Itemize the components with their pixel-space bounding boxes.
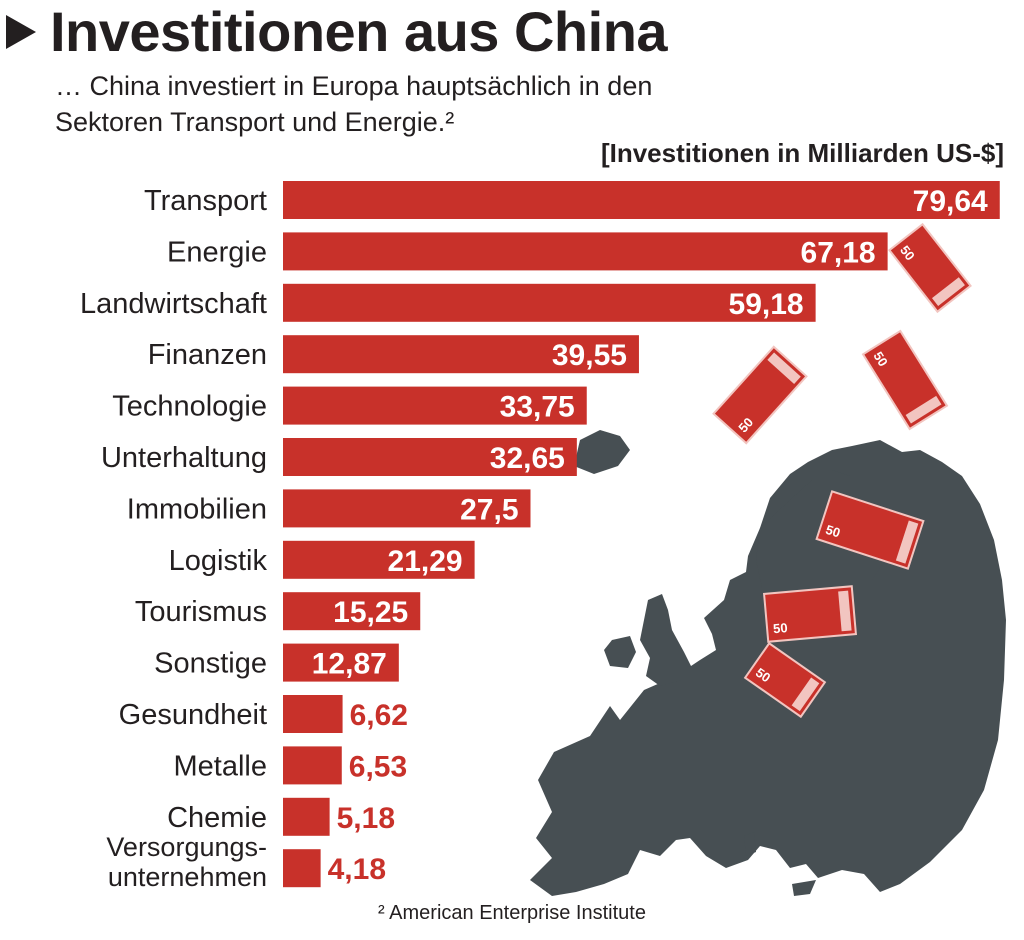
ireland-shape bbox=[604, 636, 636, 668]
bar-7 bbox=[283, 540, 475, 579]
banknote-value-5: 50 bbox=[753, 665, 773, 686]
banknote-body-3 bbox=[815, 490, 925, 570]
category-label-10: Gesundheit bbox=[119, 699, 267, 731]
banknote-2: 50 bbox=[861, 329, 949, 431]
category-label-2: Landwirtschaft bbox=[80, 288, 267, 320]
category-label-6: Immobilien bbox=[127, 493, 267, 525]
bar-10 bbox=[283, 695, 343, 733]
value-label-0: 79,64 bbox=[913, 185, 988, 218]
value-label-12: 5,18 bbox=[337, 802, 395, 835]
banknotes-decoration: 50 50 50 50 50 50 bbox=[712, 222, 972, 719]
bar-5 bbox=[283, 438, 577, 476]
category-label-0: Transport bbox=[144, 185, 267, 217]
source-note: ² American Enterprise Institute bbox=[378, 902, 646, 924]
banknote-0: 50 bbox=[888, 222, 972, 314]
value-label-4: 33,75 bbox=[500, 391, 575, 424]
banknote-value-2: 50 bbox=[870, 349, 890, 369]
banknote-1: 50 bbox=[712, 345, 808, 445]
banknote-stripe-3 bbox=[895, 520, 919, 564]
value-label-9: 12,87 bbox=[312, 648, 387, 681]
banknote-4: 50 bbox=[762, 585, 858, 643]
category-label-9: Sonstige bbox=[154, 648, 267, 680]
bar-9 bbox=[283, 643, 399, 682]
bar-2 bbox=[283, 283, 816, 322]
banknote-body-0 bbox=[888, 222, 972, 314]
title-row: Investitionen aus China bbox=[6, 0, 668, 64]
banknote-body-2 bbox=[861, 329, 949, 431]
bar-6 bbox=[283, 489, 531, 528]
chart-subtitle: … China investiert in Europa hauptsächli… bbox=[55, 68, 815, 140]
banknote-stripe-0 bbox=[931, 277, 965, 307]
banknote-3: 50 bbox=[815, 490, 925, 570]
category-label-3: Finanzen bbox=[148, 339, 267, 371]
great-britain-shape bbox=[640, 594, 694, 686]
bar-13 bbox=[283, 849, 321, 888]
banknote-stripe-2 bbox=[905, 395, 942, 424]
value-labels: 79,64 67,18 59,18 39,55 33,75 32,65 27,5 21,29 1… bbox=[312, 185, 988, 886]
bar-8 bbox=[283, 592, 421, 631]
category-label-12: Chemie bbox=[167, 802, 267, 834]
category-label-1: Energie bbox=[167, 236, 267, 268]
value-label-7: 21,29 bbox=[388, 545, 463, 578]
value-label-11: 6,53 bbox=[349, 750, 407, 783]
iceland-shape bbox=[574, 430, 630, 474]
banknote-body-4 bbox=[762, 585, 858, 643]
bars-group bbox=[283, 181, 1000, 888]
category-label-11: Metalle bbox=[174, 750, 268, 782]
subtitle-line-2: Sektoren Transport und Energie.² bbox=[55, 107, 455, 137]
bar-4 bbox=[283, 386, 587, 425]
category-label-13-line-1: unternehmen bbox=[108, 862, 267, 892]
value-label-2: 59,18 bbox=[729, 288, 804, 321]
category-label-4: Technologie bbox=[112, 391, 267, 423]
subtitle-line-1: … China investiert in Europa hauptsächli… bbox=[55, 71, 653, 101]
banknote-5: 50 bbox=[743, 641, 827, 719]
banknote-value-3: 50 bbox=[824, 522, 842, 541]
value-label-3: 39,55 bbox=[552, 339, 627, 372]
bar-1 bbox=[283, 232, 888, 271]
bar-12 bbox=[283, 797, 330, 836]
banknote-value-4: 50 bbox=[772, 620, 788, 636]
value-label-1: 67,18 bbox=[801, 236, 876, 269]
category-label-7: Logistik bbox=[169, 545, 268, 577]
sardinia-shape bbox=[744, 832, 756, 856]
banknote-stripe-5 bbox=[791, 677, 820, 712]
sicily-shape bbox=[792, 880, 816, 896]
banknote-body-1 bbox=[712, 345, 808, 445]
value-label-8: 15,25 bbox=[333, 596, 408, 629]
banknote-stripe-4 bbox=[838, 590, 852, 632]
bar-11 bbox=[283, 746, 342, 785]
play-arrow-icon bbox=[6, 15, 36, 49]
category-label-13-line-0: Versorgungs- bbox=[106, 832, 267, 862]
value-label-13: 4,18 bbox=[328, 853, 386, 886]
bar-0 bbox=[283, 181, 1000, 219]
bar-3 bbox=[283, 335, 639, 374]
chart-title: Investitionen aus China bbox=[50, 0, 668, 63]
value-label-10: 6,62 bbox=[350, 699, 408, 732]
value-label-6: 27,5 bbox=[460, 493, 518, 526]
category-labels: Transport Energie Landwirtschaft Finanzen Te… bbox=[80, 185, 268, 892]
value-label-5: 32,65 bbox=[490, 442, 565, 475]
unit-label: [Investitionen in Milliarden US-$] bbox=[600, 138, 1004, 168]
category-label-8: Tourismus bbox=[135, 596, 267, 628]
banknote-stripe-1 bbox=[767, 352, 801, 385]
category-label-5: Unterhaltung bbox=[101, 442, 267, 474]
